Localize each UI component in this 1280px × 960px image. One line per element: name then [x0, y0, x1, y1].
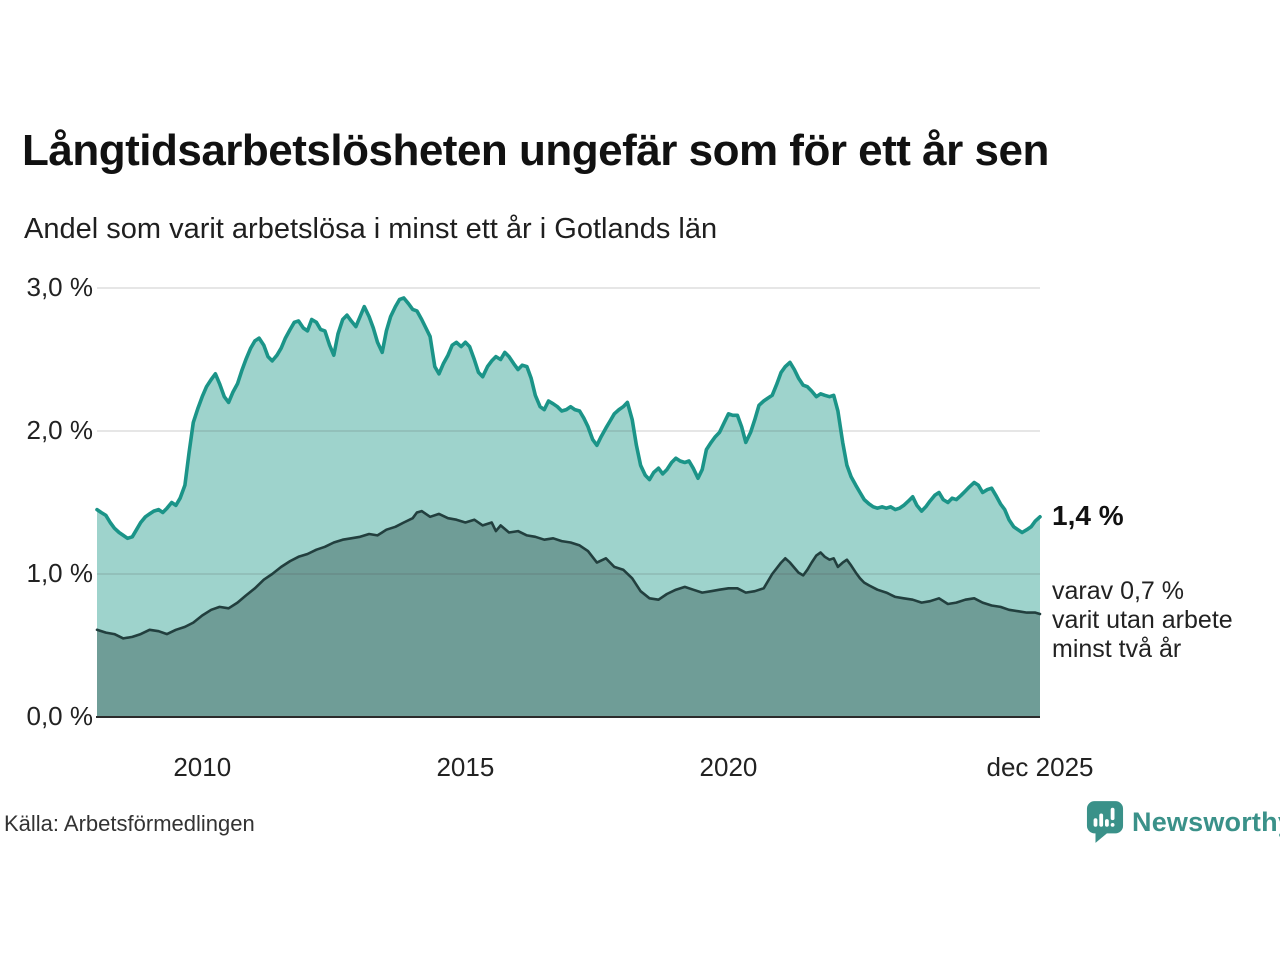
newsworthy-icon	[1086, 801, 1124, 843]
chart-subtitle: Andel som varit arbetslösa i minst ett å…	[24, 213, 718, 245]
y-tick-label: 0,0 %	[26, 700, 94, 731]
secondary-annotation-line: minst två år	[1052, 635, 1182, 663]
series-area	[97, 511, 1040, 717]
x-tick-label: 2020	[699, 752, 758, 782]
secondary-annotation-line: varav 0,7 %	[1052, 577, 1185, 605]
secondary-annotation: varav 0,7 % varit utan arbete minst två …	[1052, 577, 1233, 664]
latest-value-label: 1,4 %	[1052, 500, 1124, 531]
x-tick-label: 2010	[173, 752, 232, 782]
y-tick-label: 3,0 %	[26, 271, 94, 302]
series-line	[95, 296, 1042, 541]
x-tick-label: 2015	[436, 752, 495, 782]
page-title: Långtidsarbetslösheten ungefär som för e…	[22, 126, 1049, 175]
secondary-annotation-line: varit utan arbete	[1052, 606, 1233, 634]
source-label: Källa: Arbetsförmedlingen	[4, 811, 255, 836]
series-line	[95, 509, 1042, 640]
newsworthy-logo: Newsworthy	[1086, 800, 1280, 844]
newsworthy-wordmark: Newsworthy	[1132, 806, 1280, 837]
y-tick-label: 1,0 %	[26, 557, 94, 588]
y-tick-label: 2,0 %	[26, 414, 94, 445]
x-tick-label: dec 2025	[986, 752, 1094, 782]
